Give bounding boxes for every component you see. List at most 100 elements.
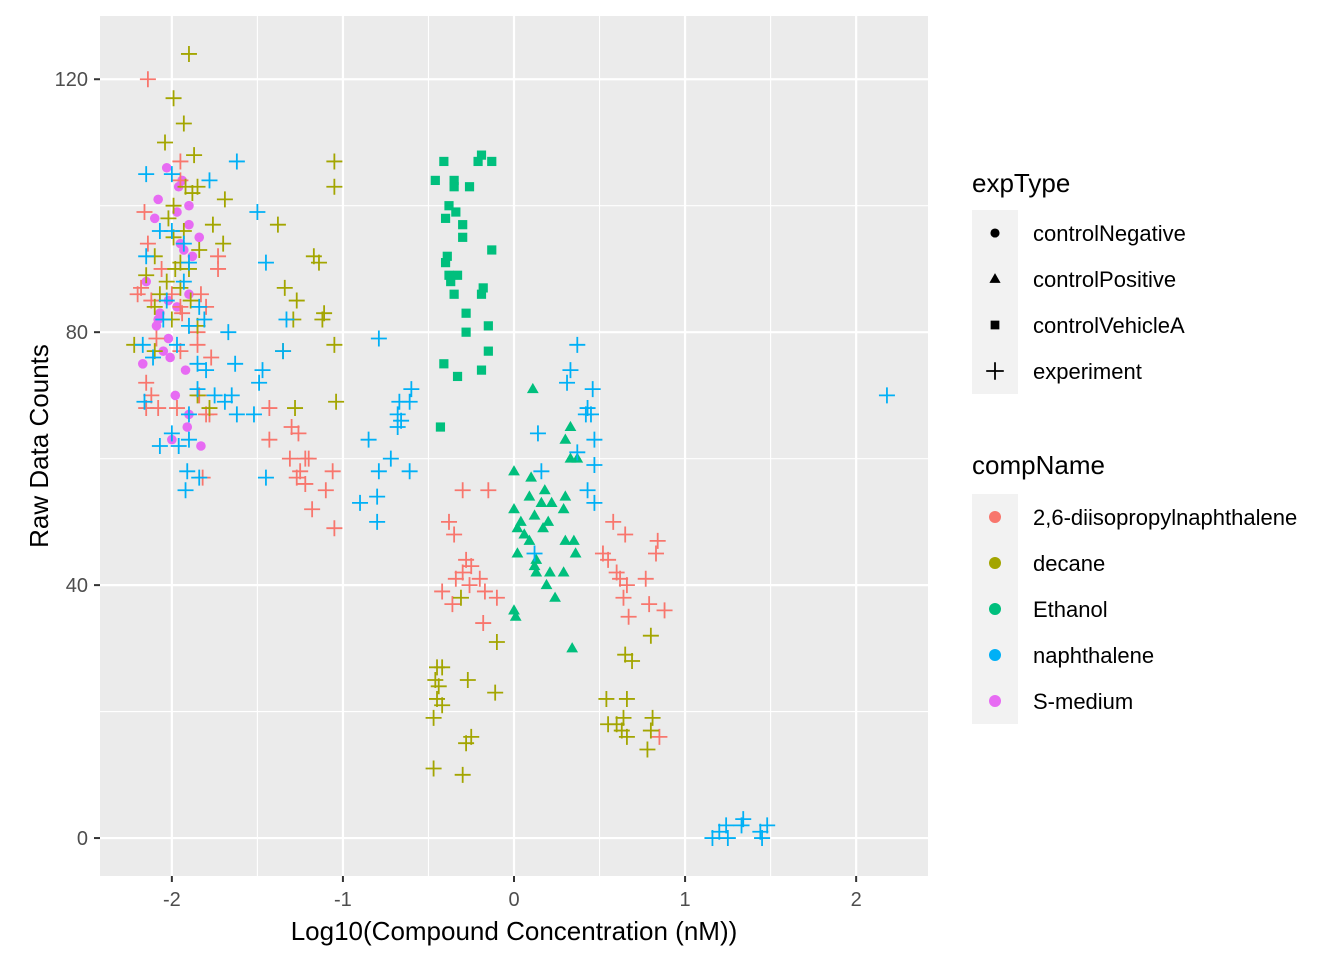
data-point bbox=[440, 213, 451, 223]
data-point bbox=[656, 602, 673, 619]
data-point bbox=[215, 235, 232, 252]
legend-key-plus bbox=[986, 362, 1004, 380]
data-point bbox=[487, 684, 504, 701]
data-point bbox=[261, 431, 278, 448]
data-point bbox=[511, 547, 524, 558]
data-point bbox=[480, 482, 497, 499]
data-point bbox=[180, 254, 197, 271]
data-point bbox=[172, 153, 189, 170]
data-point bbox=[155, 311, 172, 328]
data-point bbox=[617, 646, 634, 663]
data-point bbox=[326, 336, 343, 353]
data-point bbox=[637, 570, 654, 587]
data-point bbox=[168, 400, 185, 417]
data-point bbox=[483, 321, 493, 331]
data-point bbox=[641, 596, 658, 613]
data-point bbox=[535, 496, 548, 507]
data-point bbox=[191, 469, 208, 486]
data-point bbox=[133, 279, 150, 296]
data-point bbox=[549, 591, 561, 602]
data-point bbox=[620, 608, 637, 625]
data-point bbox=[564, 452, 577, 463]
legend-entry-label: Ethanol bbox=[1033, 597, 1108, 622]
data-point bbox=[389, 419, 406, 436]
data-point bbox=[129, 286, 146, 303]
y-tick-label: 0 bbox=[77, 828, 88, 850]
data-point bbox=[316, 305, 333, 322]
data-point bbox=[151, 286, 168, 303]
data-point bbox=[276, 279, 293, 296]
data-point bbox=[476, 289, 487, 299]
data-point bbox=[187, 251, 198, 262]
data-point bbox=[184, 289, 194, 300]
data-point bbox=[557, 566, 570, 577]
data-point bbox=[175, 115, 192, 132]
data-point bbox=[287, 400, 304, 417]
data-point bbox=[651, 728, 668, 745]
legend-key-triangle bbox=[989, 273, 1001, 283]
data-point bbox=[608, 564, 625, 581]
y-tick-label: 120 bbox=[55, 69, 88, 91]
data-point bbox=[526, 545, 543, 562]
y-tick-label: 80 bbox=[66, 322, 88, 344]
data-point bbox=[194, 232, 205, 243]
data-point bbox=[201, 400, 218, 417]
data-point bbox=[182, 422, 193, 432]
data-point bbox=[434, 583, 451, 600]
data-point bbox=[393, 412, 410, 429]
legend-entry-label: experiment bbox=[1033, 359, 1142, 384]
data-point bbox=[704, 830, 721, 847]
data-point bbox=[170, 390, 181, 401]
data-point bbox=[175, 235, 192, 252]
data-point bbox=[326, 178, 343, 195]
data-point bbox=[249, 204, 266, 221]
data-point bbox=[184, 200, 194, 211]
data-point bbox=[530, 566, 543, 577]
data-point bbox=[278, 311, 295, 328]
data-point bbox=[586, 494, 603, 511]
x-tick-label: 2 bbox=[851, 889, 862, 911]
data-point bbox=[444, 201, 454, 211]
data-point bbox=[878, 387, 895, 404]
data-point bbox=[151, 223, 168, 239]
data-point bbox=[476, 583, 493, 600]
data-point bbox=[310, 254, 327, 271]
data-point bbox=[269, 216, 286, 233]
data-point bbox=[452, 371, 463, 382]
data-point bbox=[275, 343, 292, 360]
legend-key-circle bbox=[990, 228, 1000, 238]
data-point bbox=[487, 156, 497, 167]
data-point bbox=[369, 513, 386, 530]
data-point bbox=[292, 463, 309, 480]
data-point bbox=[134, 336, 151, 353]
data-point bbox=[509, 610, 522, 621]
data-point bbox=[639, 741, 656, 758]
data-point bbox=[584, 381, 601, 398]
data-point bbox=[158, 273, 175, 290]
data-point bbox=[360, 431, 377, 448]
data-point bbox=[559, 433, 572, 444]
legend-entry-label: decane bbox=[1033, 551, 1105, 576]
data-point bbox=[196, 311, 213, 328]
data-points bbox=[126, 45, 895, 847]
legend-entry-label: naphthalene bbox=[1033, 643, 1154, 668]
data-point bbox=[158, 292, 175, 309]
data-point bbox=[182, 292, 199, 309]
data-point bbox=[752, 823, 769, 840]
data-point bbox=[165, 197, 182, 214]
data-point bbox=[352, 494, 369, 511]
data-point bbox=[719, 830, 736, 847]
data-point bbox=[617, 526, 634, 543]
data-point bbox=[476, 150, 487, 160]
data-point bbox=[569, 336, 586, 353]
data-point bbox=[461, 327, 471, 337]
data-point bbox=[600, 551, 617, 568]
data-point bbox=[153, 194, 163, 205]
data-point bbox=[191, 298, 208, 315]
data-point bbox=[478, 283, 488, 293]
data-point bbox=[300, 450, 317, 467]
data-point bbox=[290, 425, 307, 442]
legend-entry-label: S-medium bbox=[1033, 689, 1133, 714]
data-point bbox=[198, 406, 215, 423]
